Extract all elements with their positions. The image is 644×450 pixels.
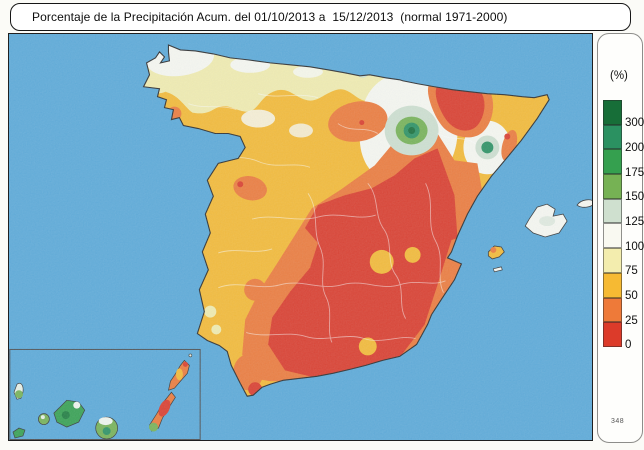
legend-footnote: 348 <box>611 418 625 425</box>
scan-noise-dark <box>9 34 592 440</box>
legend-swatch <box>603 124 622 150</box>
legend-value: 175 <box>625 166 644 179</box>
legend-value: 200 <box>625 141 644 154</box>
legend-entry: 300 <box>603 100 644 129</box>
legend-swatch <box>603 223 622 249</box>
legend-swatch <box>603 297 622 323</box>
legend-value: 150 <box>625 191 644 204</box>
legend-entry: 150 <box>603 174 644 203</box>
legend-swatch <box>603 149 622 175</box>
legend-value: 50 <box>625 290 638 302</box>
legend-panel: (%) 300 200 175 150 125 100 75 50 25 0 348 <box>597 33 644 443</box>
legend-value: 75 <box>625 265 638 278</box>
legend-value: 125 <box>625 215 644 228</box>
legend-swatch <box>603 100 622 125</box>
map-title: Porcentaje de la Precipitación Acum. del… <box>32 10 508 24</box>
legend-swatch <box>603 198 622 224</box>
legend-entry: 125 <box>603 198 644 227</box>
legend-entry: 200 <box>603 124 644 153</box>
legend-entry: 25 <box>603 297 642 326</box>
legend-entry: 50 <box>603 272 642 302</box>
legend-swatch <box>603 322 622 347</box>
legend-entry: 0 <box>603 322 642 351</box>
legend-color-scale: 300 200 175 150 125 100 75 50 25 0 <box>603 100 644 351</box>
legend-swatch <box>603 174 622 199</box>
legend-swatch <box>603 248 622 273</box>
legend-swatch <box>603 272 622 298</box>
map-frame <box>8 33 593 441</box>
legend-entry: 100 <box>603 223 644 252</box>
legend-value: 100 <box>625 240 644 253</box>
spain-precipitation-map <box>9 34 592 440</box>
legend-entry: 75 <box>603 248 642 277</box>
legend-value: 0 <box>625 339 632 352</box>
title-bar: Porcentaje de la Precipitación Acum. del… <box>10 3 631 31</box>
legend-entry: 175 <box>603 149 644 178</box>
legend-value: 300 <box>625 117 644 130</box>
legend-unit-label: (%) <box>610 70 628 82</box>
legend-value: 25 <box>625 314 638 327</box>
